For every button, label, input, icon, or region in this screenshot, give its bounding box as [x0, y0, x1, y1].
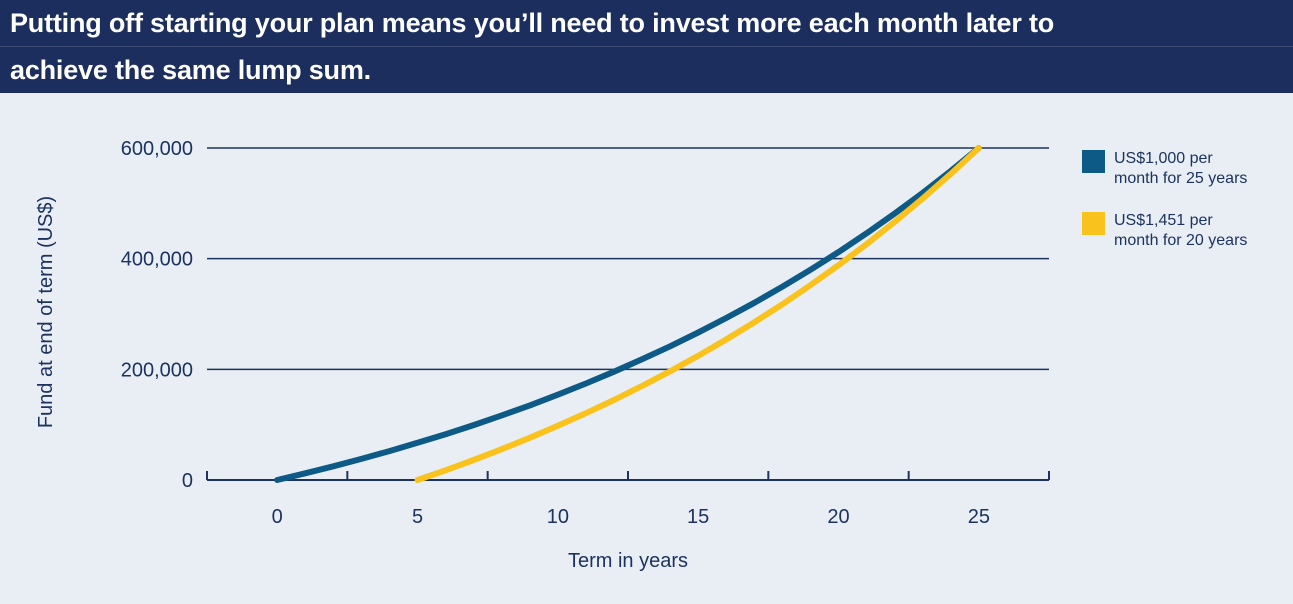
x-tick-label: 20	[827, 506, 849, 528]
chart-svg: 0 200,000 400,000 600,000 0 5 10 15 20 25 Term in …	[35, 138, 1050, 572]
x-tick-label: 5	[412, 506, 423, 528]
curve-series-0	[274, 145, 982, 483]
x-axis-title: Term in years	[568, 550, 688, 572]
legend-label-line: US$1,451 per	[1114, 212, 1213, 229]
legend-item-series-1: US$1,451 per month for 20 years	[1082, 211, 1247, 251]
legend-item-series-0: US$1,000 per month for 25 years	[1082, 149, 1247, 189]
x-tick-label: 0	[272, 506, 283, 528]
header-title-line-2: achieve the same lump sum.	[10, 55, 371, 85]
x-tick-label: 10	[547, 506, 569, 528]
legend-swatch-0	[1082, 150, 1105, 173]
x-tick-label: 15	[687, 506, 709, 528]
y-tick-label: 0	[182, 470, 193, 492]
header-banner: Putting off starting your plan means you…	[0, 0, 1293, 93]
chart-legend: US$1,000 per month for 25 years US$1,451…	[1082, 149, 1247, 273]
legend-label-series-1: US$1,451 per month for 20 years	[1114, 211, 1247, 251]
x-tick-label: 25	[968, 506, 990, 528]
legend-label-line: month for 25 years	[1114, 170, 1248, 187]
y-axis-title: Fund at end of term (US$)	[35, 196, 57, 428]
y-tick-label: 600,000	[121, 138, 193, 160]
legend-label-line: month for 20 years	[1114, 232, 1248, 249]
legend-label-line: US$1,000 per	[1114, 150, 1213, 167]
curve-series-1	[414, 145, 982, 483]
y-tick-label: 400,000	[121, 249, 193, 271]
header-title-line-1: Putting off starting your plan means you…	[0, 0, 1293, 47]
legend-swatch-1	[1082, 212, 1105, 235]
y-tick-label: 200,000	[121, 359, 193, 381]
legend-label-series-0: US$1,000 per month for 25 years	[1114, 149, 1247, 189]
